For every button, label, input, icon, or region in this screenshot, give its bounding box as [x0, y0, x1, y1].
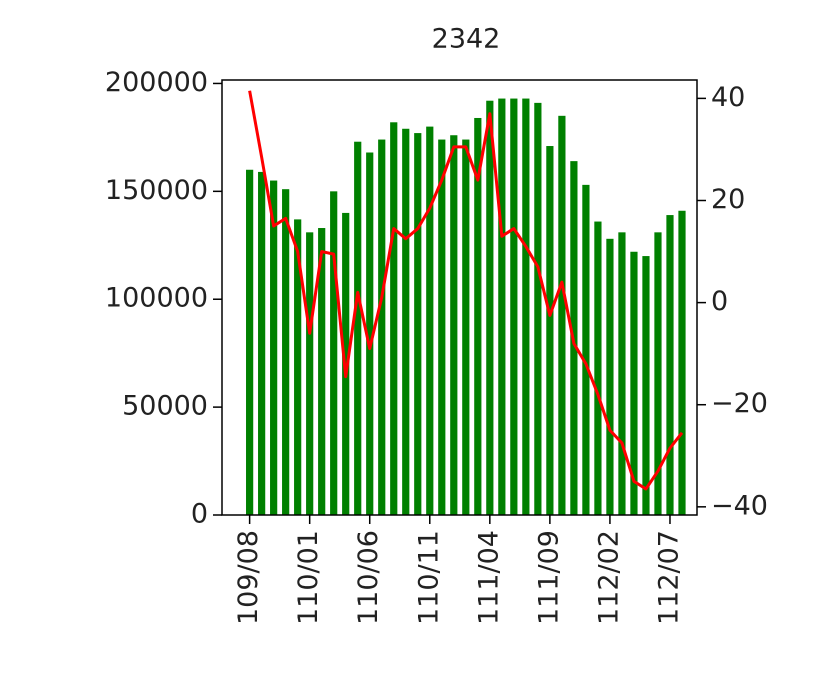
bar [618, 232, 626, 515]
x-tick-label: 111/04 [473, 530, 504, 625]
bar [534, 102, 542, 516]
y2-tick-label: 40 [711, 82, 745, 113]
bar [414, 133, 422, 515]
x-tick-label: 110/06 [353, 530, 384, 625]
bar [462, 139, 470, 515]
bar [270, 180, 278, 515]
bar [558, 115, 566, 515]
y2-tick-label: 0 [711, 286, 728, 317]
y-tick-label: 0 [191, 499, 208, 530]
bar [318, 228, 326, 516]
y2-tick-label: 20 [711, 184, 745, 215]
bar [354, 141, 362, 515]
bar [330, 191, 338, 515]
bar [426, 126, 434, 515]
bar [306, 232, 314, 515]
y-tick-label: 100000 [105, 283, 208, 314]
x-tick-label: 112/07 [653, 530, 684, 625]
bar [630, 251, 638, 515]
x-tick-label: 111/09 [533, 530, 564, 625]
bar [594, 221, 602, 516]
bar [654, 232, 662, 515]
bar [642, 256, 650, 515]
chart-title: 2342 [432, 24, 501, 55]
y-tick-label: 150000 [105, 175, 208, 206]
bar [402, 128, 410, 515]
bar [438, 139, 446, 515]
bar [258, 171, 266, 515]
line [248, 90, 684, 491]
bar [522, 98, 530, 515]
bar [246, 169, 254, 515]
bar [390, 122, 398, 516]
bar [606, 238, 614, 516]
y2-tick-label: −40 [711, 490, 768, 521]
bar [510, 98, 518, 515]
bar [666, 215, 674, 515]
bar [294, 219, 302, 515]
x-tick-label: 110/01 [293, 530, 324, 625]
bar [486, 100, 494, 515]
bar [282, 189, 290, 515]
bar [498, 98, 506, 515]
bar [546, 146, 554, 515]
bar [378, 139, 386, 515]
bar [678, 210, 686, 516]
bar [450, 135, 458, 515]
bar [474, 117, 482, 515]
bar [582, 184, 590, 515]
x-tick-label: 110/11 [413, 530, 444, 625]
y-tick-label: 50000 [122, 391, 208, 422]
x-tick-label: 109/08 [233, 530, 264, 625]
y2-tick-label: −20 [711, 388, 768, 419]
bar [366, 152, 374, 515]
x-tick-label: 112/02 [593, 530, 624, 625]
plot-frame [221, 79, 698, 516]
y-tick-label: 200000 [105, 67, 208, 98]
